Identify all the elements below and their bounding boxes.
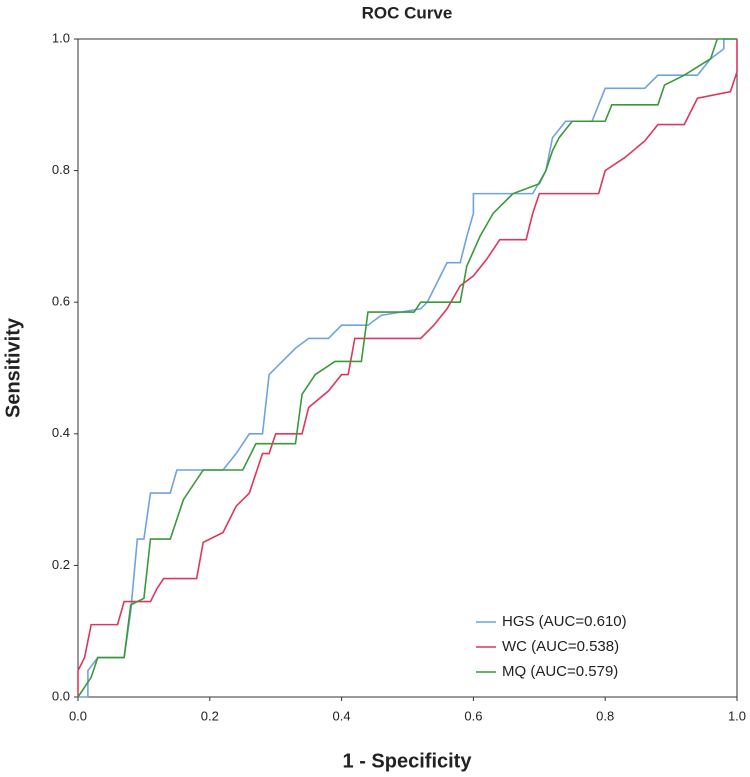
legend-label: MQ (AUC=0.579)	[502, 663, 618, 680]
roc-line	[77, 38, 737, 698]
plot-frame	[77, 38, 738, 698]
legend-label: HGS (AUC=0.610)	[502, 613, 627, 630]
y-tick-label: 0.6	[52, 294, 70, 309]
x-tick-label: 0.0	[69, 708, 87, 723]
legend-label: WC (AUC=0.538)	[502, 638, 619, 655]
x-tick-label: 0.4	[333, 708, 351, 723]
x-tick-label: 0.2	[201, 708, 219, 723]
chart-title: ROC Curve	[362, 3, 453, 22]
x-tick-label: 0.8	[596, 708, 614, 723]
roc-line	[78, 38, 737, 698]
y-tick-label: 0.0	[52, 688, 70, 703]
y-tick-label: 1.0	[52, 30, 70, 45]
x-tick-label: 1.0	[728, 708, 746, 723]
x-tick-label: 0.6	[464, 708, 482, 723]
roc-line	[77, 39, 738, 697]
y-tick-label: 0.8	[52, 162, 70, 177]
y-tick-label: 0.2	[52, 557, 70, 572]
x-axis-title: 1 - Specificity	[343, 750, 473, 772]
y-tick-label: 0.4	[52, 425, 70, 440]
y-axis-title: Sensitivity	[2, 317, 24, 418]
